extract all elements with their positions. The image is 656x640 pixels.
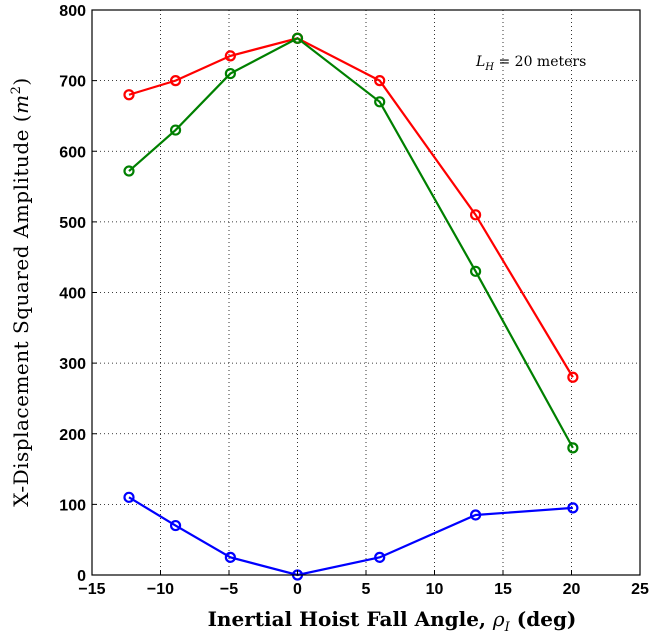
data-point bbox=[374, 96, 386, 108]
series-3 bbox=[123, 491, 579, 581]
x-tick-label: 25 bbox=[631, 581, 649, 598]
grid bbox=[92, 10, 640, 575]
series-2 bbox=[123, 32, 579, 454]
x-axis-label-text: Inertial Hoist Fall Angle, bbox=[208, 607, 493, 631]
plot-series bbox=[123, 32, 579, 581]
y-tick-labels: 0 100 200 300 400 500 600 700 800 bbox=[59, 3, 97, 585]
x-tick-label: −5 bbox=[220, 581, 238, 598]
x-tick-labels: −15 −10 −5 0 5 10 15 20 25 bbox=[78, 570, 649, 598]
y-tick-label: 200 bbox=[59, 427, 86, 444]
x-tick-label: 5 bbox=[362, 581, 371, 598]
x-axis-label-unit: (deg) bbox=[510, 607, 577, 631]
x-axis-label-subscript: I bbox=[504, 620, 511, 635]
annotation: LH = 20 meters bbox=[475, 54, 586, 73]
y-axis-label-close: ) bbox=[9, 77, 33, 85]
data-point bbox=[169, 519, 182, 532]
data-point bbox=[123, 491, 135, 503]
y-axis-label-text: X-Displacement Squared Amplitude ( bbox=[9, 114, 33, 507]
data-point bbox=[470, 265, 482, 277]
y-axis-label: X-Displacement Squared Amplitude (m2) bbox=[9, 77, 33, 506]
data-point bbox=[567, 502, 579, 514]
x-tick-label: −15 bbox=[78, 581, 105, 598]
y-tick-label: 400 bbox=[59, 286, 86, 303]
data-point bbox=[224, 551, 236, 563]
x-tick-label: 15 bbox=[494, 581, 512, 598]
data-point bbox=[567, 442, 579, 454]
data-point bbox=[291, 32, 304, 44]
x-tick-label: 20 bbox=[563, 581, 581, 598]
y-tick-label: 100 bbox=[59, 497, 86, 514]
y-tick-label: 0 bbox=[77, 568, 86, 585]
data-point bbox=[123, 165, 135, 177]
x-tick-label: 0 bbox=[293, 581, 302, 598]
data-point bbox=[374, 551, 386, 563]
data-point bbox=[567, 371, 579, 383]
y-tick-label: 600 bbox=[59, 144, 86, 161]
x-tick-label: 10 bbox=[426, 581, 444, 598]
y-tick-label: 500 bbox=[59, 215, 86, 232]
series-line bbox=[128, 496, 573, 577]
x-tick-label: −10 bbox=[147, 581, 174, 598]
series-1 bbox=[123, 32, 579, 383]
data-point bbox=[470, 509, 482, 521]
x-axis-label: Inertial Hoist Fall Angle, ρI (deg) bbox=[208, 607, 577, 635]
data-point bbox=[169, 124, 182, 136]
annotation-text: = 20 meters bbox=[494, 54, 586, 70]
data-point bbox=[169, 75, 182, 87]
annotation-subscript: H bbox=[484, 62, 494, 73]
y-tick-label: 300 bbox=[59, 356, 86, 373]
y-axis-label-superscript: 2 bbox=[9, 86, 24, 95]
data-point bbox=[224, 67, 236, 80]
data-point bbox=[470, 209, 482, 221]
y-axis-label-symbol: m bbox=[9, 94, 33, 113]
data-point bbox=[374, 75, 386, 87]
y-tick-label: 700 bbox=[59, 74, 86, 91]
data-point bbox=[123, 89, 135, 101]
y-tick-label: 800 bbox=[59, 3, 86, 20]
annotation-symbol: L bbox=[475, 54, 485, 70]
x-axis-label-symbol: ρ bbox=[492, 607, 505, 631]
series-line bbox=[128, 36, 574, 449]
data-point bbox=[224, 50, 236, 62]
